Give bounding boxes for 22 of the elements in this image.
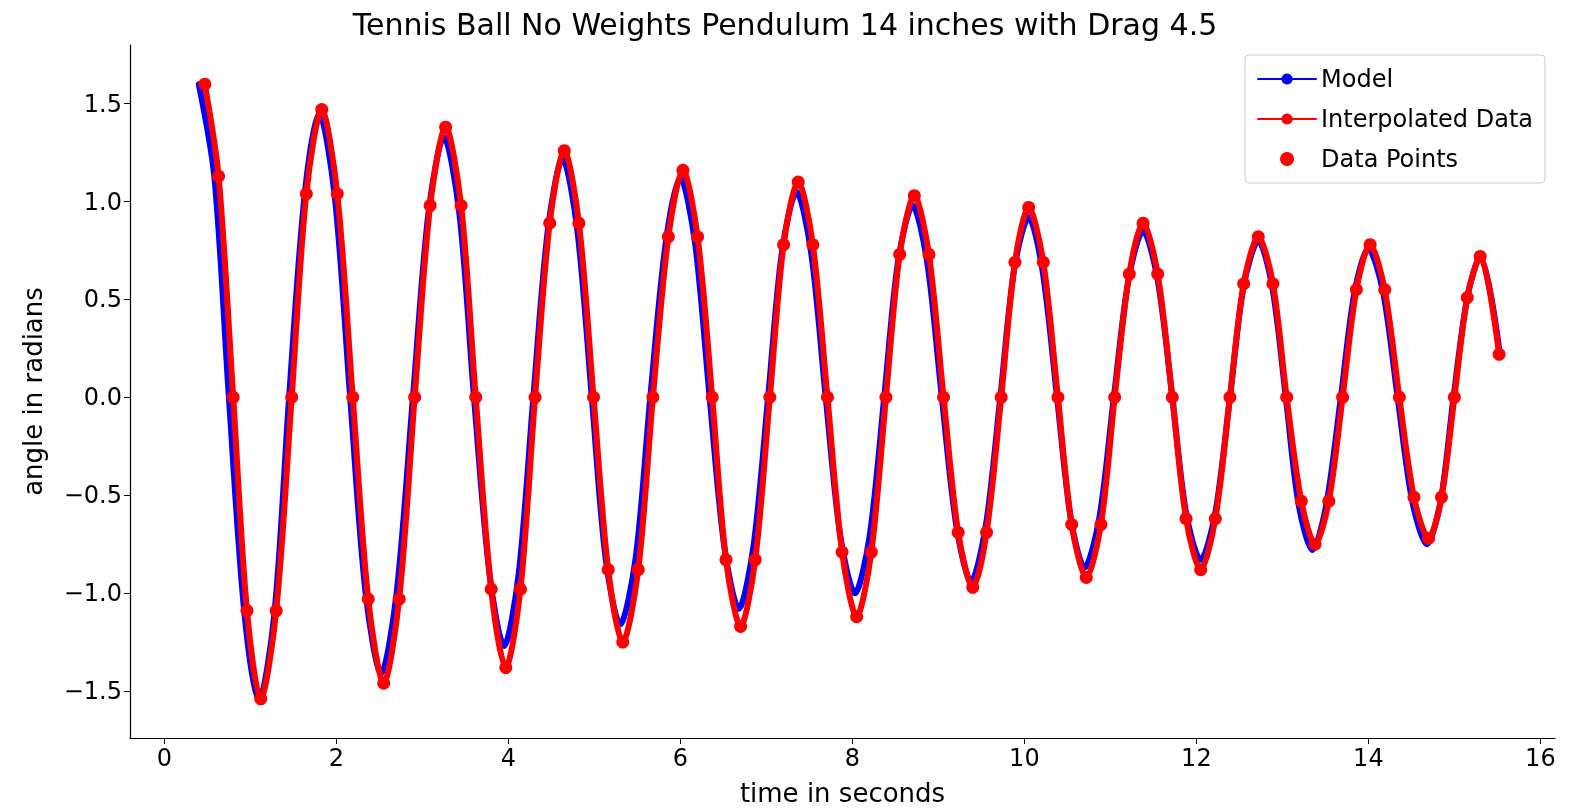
y-axis-title: angle in radians	[18, 287, 48, 496]
legend-label: Data Points	[1321, 145, 1459, 173]
x-tick-label: 12	[1181, 744, 1212, 772]
x-tick-label: 4	[500, 744, 517, 772]
x-tick-label: 16	[1525, 744, 1556, 772]
x-tick-label: 6	[672, 744, 689, 772]
y-tick-label: −0.5	[63, 481, 122, 510]
legend-label: Model	[1321, 65, 1394, 93]
x-tick-label: 14	[1353, 744, 1384, 772]
x-tick-label: 10	[1009, 744, 1040, 772]
y-tick-label: 1.0	[83, 187, 122, 216]
y-tick-label: 0.5	[83, 285, 122, 314]
y-tick-label: −1.0	[63, 579, 122, 608]
chart-title: Tennis Ball No Weights Pendulum 14 inches with Drag 4.5	[351, 6, 1218, 42]
x-tick-label: 2	[328, 744, 345, 772]
legend-label: Interpolated Data	[1321, 105, 1533, 133]
y-tick-label: 1.5	[83, 89, 122, 118]
x-tick-label: 0	[156, 744, 173, 772]
y-tick-label: −1.5	[63, 677, 122, 706]
x-axis-title: time in seconds	[739, 778, 946, 808]
y-tick-label: 0.0	[83, 383, 122, 412]
x-tick-label: 8	[844, 744, 861, 772]
